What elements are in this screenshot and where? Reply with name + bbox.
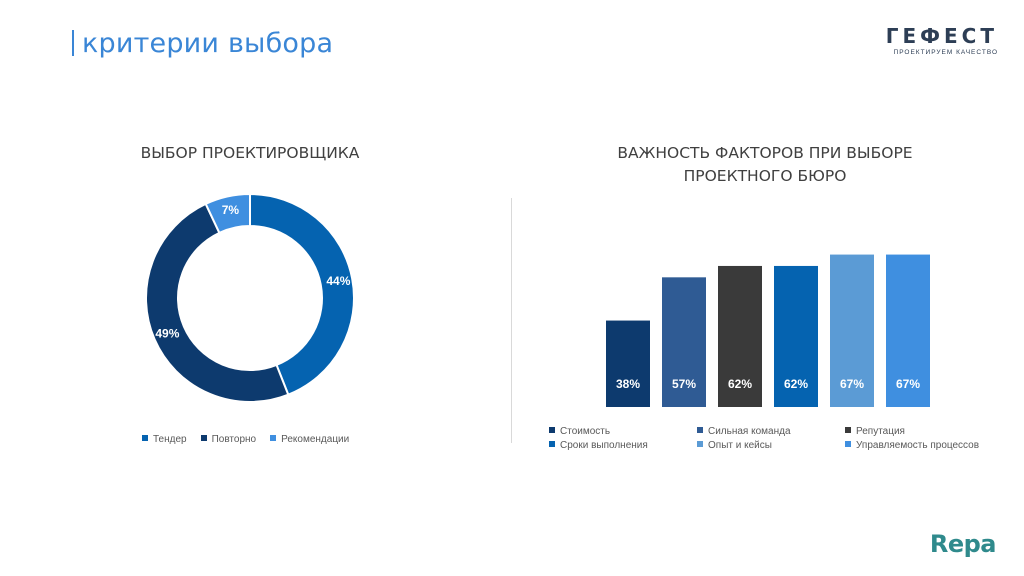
bar-chart-title-line: ПРОЕКТНОГО БЮРО	[683, 167, 847, 185]
legend-swatch	[270, 435, 277, 441]
legend-label: Сильная команда	[708, 426, 791, 437]
legend-swatch	[845, 441, 851, 447]
bar-data-label: 62%	[784, 377, 808, 391]
bar-legend: Стоимость Сильная команда Репутация Сроки в…	[549, 426, 1009, 454]
donut-slice-1	[249, 192, 355, 396]
bar-4	[774, 265, 818, 407]
gefest-logo-tagline: ПРОЕКТИРУЕМ КАЧЕСТВО	[893, 49, 998, 56]
gefest-logo: ГЕФЕСТ ПРОЕКТИРУЕМ КАЧЕСТВО	[886, 24, 998, 56]
bar-data-label: 67%	[896, 377, 920, 391]
bar-5	[830, 254, 874, 407]
donut-chart: 44% 49% 7%	[144, 192, 355, 403]
legend-swatch	[845, 427, 851, 433]
legend-label: Тендер	[153, 434, 187, 445]
slide-title: критерии выбора	[72, 28, 333, 59]
donut-legend: Тендер Повторно Рекомендации	[142, 434, 363, 445]
bar-1	[606, 320, 650, 407]
donut-slice-2	[144, 202, 290, 403]
legend-item: Тендер	[142, 434, 187, 445]
legend-label: Стоимость	[560, 426, 611, 437]
legend-item: Рекомендации	[270, 434, 349, 445]
legend-swatch	[697, 441, 703, 447]
legend-swatch	[549, 441, 555, 447]
donut-data-label: 49%	[155, 327, 179, 341]
donut-data-label: 7%	[222, 203, 240, 217]
legend-label: Опыт и кейсы	[708, 440, 772, 451]
legend-label: Сроки выполнения	[560, 440, 648, 451]
legend-label: Репутация	[856, 426, 905, 437]
repa-logo: Repa	[929, 530, 997, 558]
bar-data-label: 57%	[672, 377, 696, 391]
title-accent-bar	[72, 30, 74, 56]
legend-swatch	[200, 435, 207, 441]
divider	[511, 198, 512, 443]
gefest-logo-word: ГЕФЕСТ	[885, 24, 998, 48]
donut-slice-3	[204, 192, 251, 235]
bar-data-label: 67%	[840, 377, 864, 391]
legend-item: Репутация	[845, 426, 990, 437]
bar-2	[662, 277, 706, 407]
donut-data-label: 44%	[326, 274, 350, 288]
legend-item: Опыт и кейсы	[697, 440, 842, 451]
legend-swatch	[549, 427, 555, 433]
legend-swatch	[697, 427, 703, 433]
bar-3	[718, 265, 762, 407]
legend-label: Управляемость процессов	[856, 440, 980, 451]
slide-title-text: критерии выбора	[82, 28, 334, 59]
legend-item: Сроки выполнения	[549, 440, 694, 451]
bar-chart: 38% 57% 62% 62% 67% 67%	[606, 254, 930, 407]
legend-item: Повторно	[200, 434, 257, 445]
legend-swatch	[142, 435, 148, 441]
legend-item: Сильная команда	[697, 426, 842, 437]
bar-chart-title-line: ВАЖНОСТЬ ФАКТОРОВ ПРИ ВЫБОРЕ	[617, 144, 913, 162]
bar-chart-title: ВАЖНОСТЬ ФАКТОРОВ ПРИ ВЫБОРЕ ПРОЕКТНОГО …	[560, 142, 970, 188]
legend-item: Стоимость	[549, 426, 694, 437]
donut-chart-title: ВЫБОР ПРОЕКТИРОВЩИКА	[140, 144, 360, 162]
bar-data-label: 62%	[728, 377, 752, 391]
legend-label: Повторно	[211, 434, 257, 445]
legend-item: Управляемость процессов	[845, 440, 990, 451]
bar-data-label: 38%	[616, 377, 640, 391]
bar-6	[886, 254, 930, 407]
legend-label: Рекомендации	[281, 434, 350, 445]
